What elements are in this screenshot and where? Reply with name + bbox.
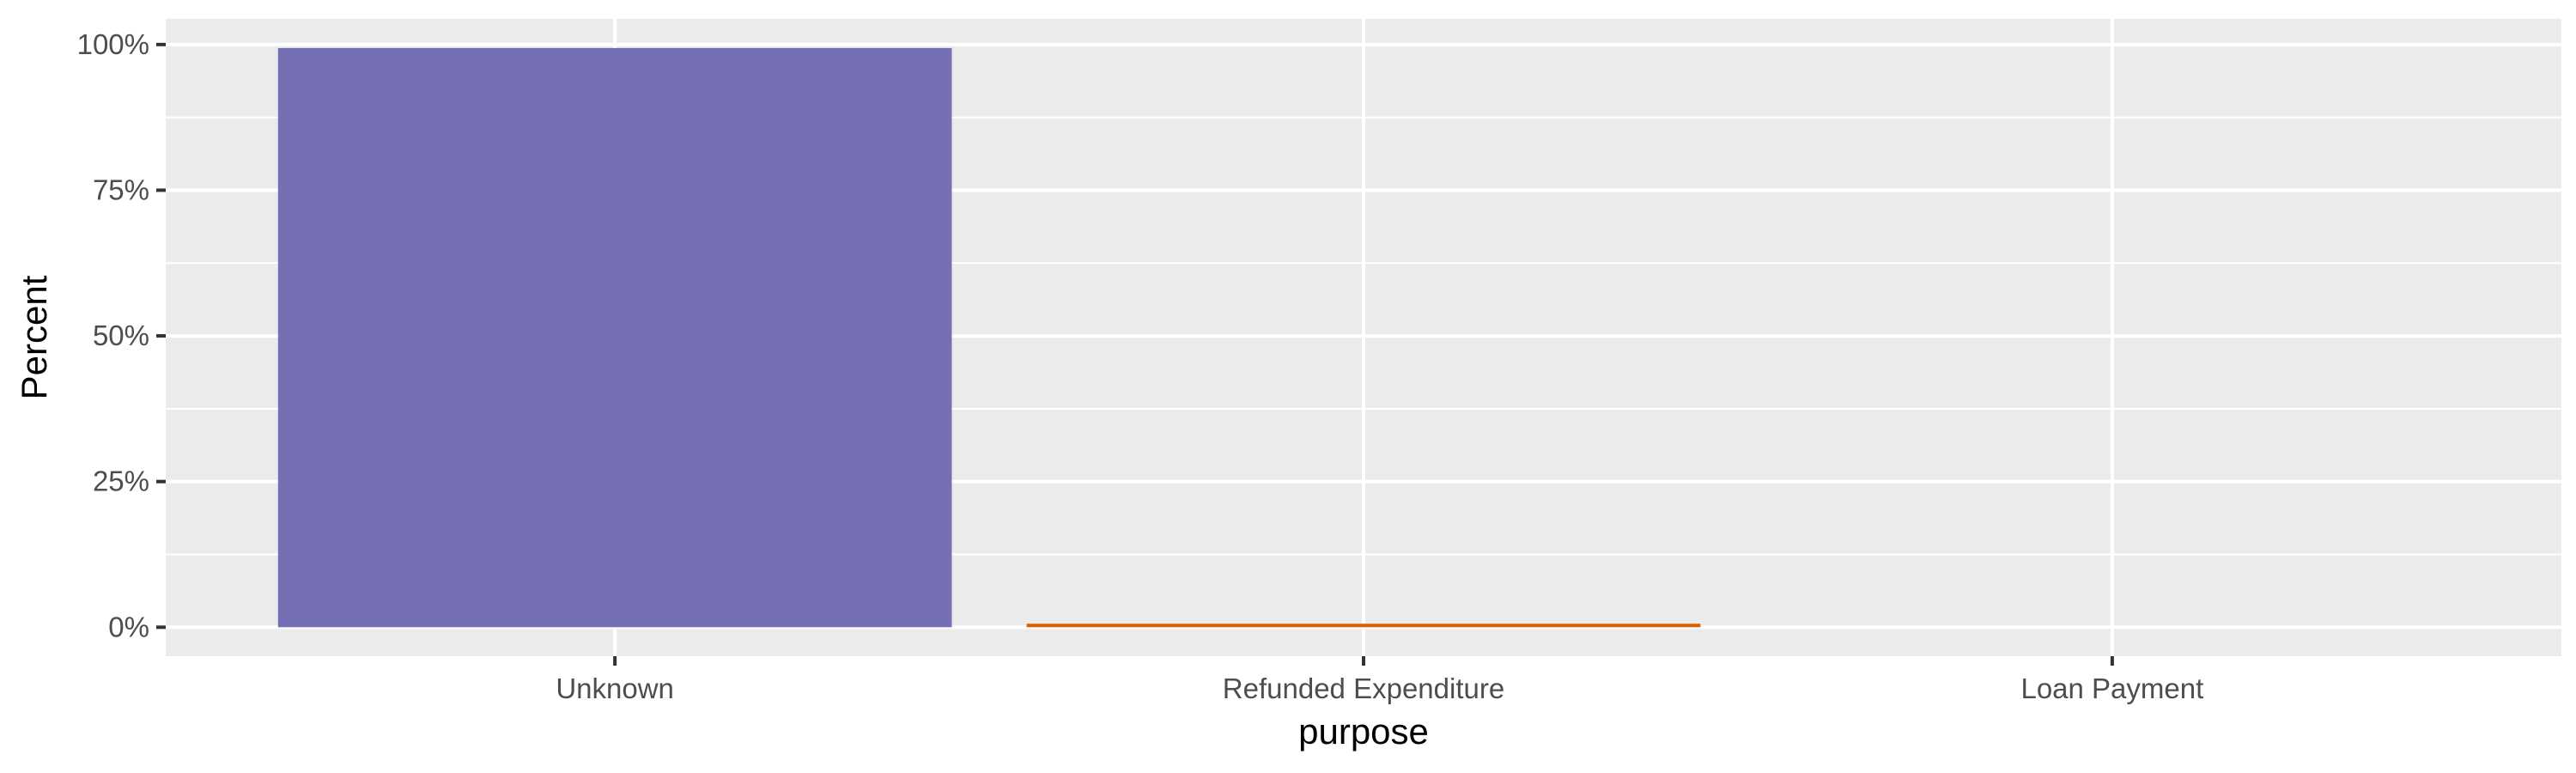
y-tick-label: 75% [93, 173, 149, 205]
x-tick-label: Refunded Expenditure [1223, 673, 1504, 704]
y-tick-label: 0% [108, 611, 149, 642]
x-tick-label: Unknown [556, 673, 674, 704]
bar-unknown [277, 47, 952, 628]
x-axis-title: purpose [1298, 711, 1429, 752]
y-axis: 0% 25% 50% 75% 100% [77, 28, 166, 642]
y-tick-label: 25% [93, 466, 149, 497]
x-axis: Unknown Refunded Expenditure Loan Payment [556, 656, 2203, 704]
y-axis-title: Percent [14, 275, 54, 399]
y-tick-label: 100% [77, 28, 149, 60]
bar-refunded-expenditure [1026, 624, 1701, 628]
x-tick-label: Loan Payment [2020, 673, 2203, 704]
y-tick-label: 50% [93, 320, 149, 351]
bars [277, 47, 1701, 628]
